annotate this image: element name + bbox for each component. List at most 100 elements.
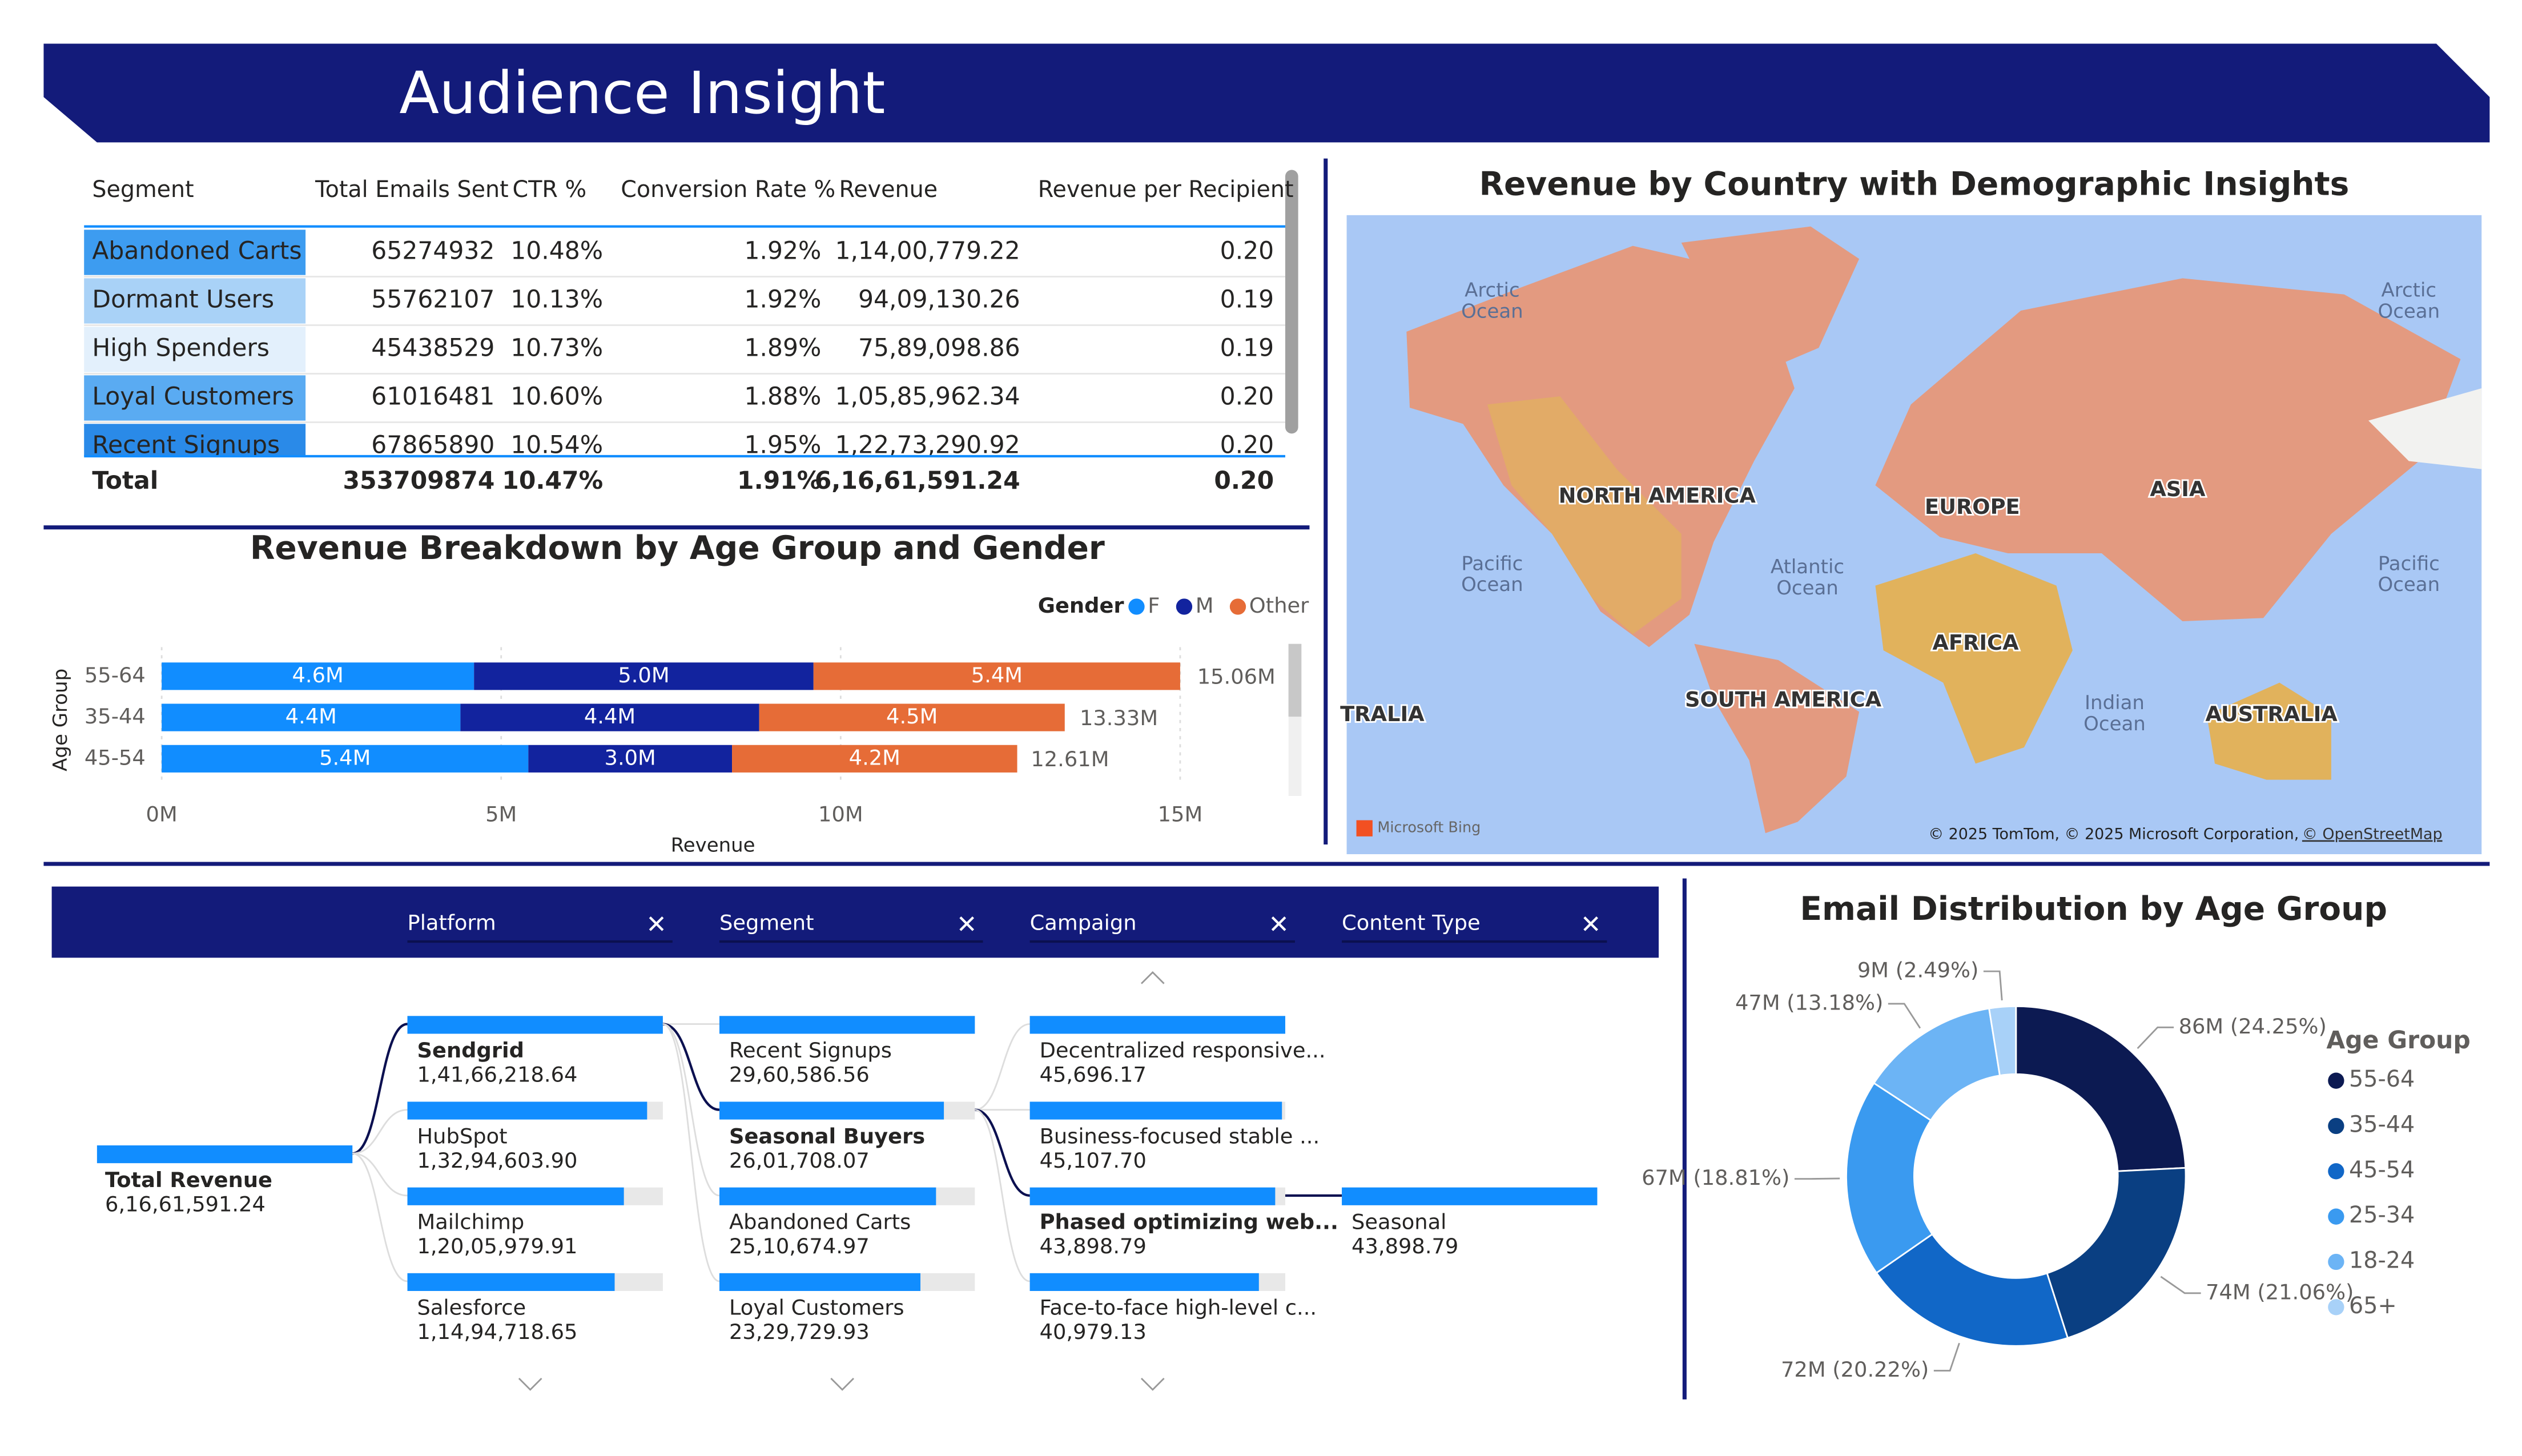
table-cell: Loyal Customers bbox=[92, 383, 294, 411]
map-attribution-link[interactable]: © OpenStreetMap bbox=[2302, 825, 2443, 843]
scrollbar[interactable] bbox=[1288, 643, 1302, 717]
node-value: 40,979.13 bbox=[1040, 1320, 1147, 1344]
connector bbox=[975, 1109, 1030, 1282]
y-tick-label: 35-44 bbox=[85, 704, 146, 729]
total-label: 13.33M bbox=[1080, 706, 1158, 730]
ocean-label: Ocean bbox=[1461, 300, 1523, 323]
y-axis-label: Age Group bbox=[49, 669, 72, 771]
bar-segment bbox=[813, 662, 1180, 690]
table-cell: 10.48% bbox=[510, 237, 603, 265]
tree-bar[interactable] bbox=[407, 1016, 663, 1034]
chevron-down[interactable] bbox=[518, 1377, 1165, 1391]
decomposition-tree: Platform Segment Campaign Content Type Total… bbox=[51, 886, 1659, 1391]
land bbox=[1681, 226, 1860, 376]
node-label: Salesforce bbox=[417, 1296, 526, 1320]
ocean-label: Ocean bbox=[1776, 577, 1839, 600]
data-label: 4.4M bbox=[584, 704, 635, 729]
tree-bar[interactable] bbox=[719, 1273, 921, 1291]
land bbox=[2368, 388, 2482, 469]
chevron-up[interactable] bbox=[1140, 971, 1165, 984]
x-tick-label: 5M bbox=[485, 802, 517, 826]
tree-header bbox=[51, 886, 1659, 958]
data-label: 67M (18.81%) bbox=[1642, 1165, 1789, 1190]
total-cell: 1.91% bbox=[737, 467, 821, 495]
segment-cell bbox=[84, 327, 306, 372]
node-label: Seasonal bbox=[1351, 1209, 1446, 1234]
data-label: 4.4M bbox=[285, 704, 337, 729]
node-label: Seasonal Buyers bbox=[729, 1124, 925, 1148]
clear-button[interactable] bbox=[1583, 916, 1598, 931]
node-label: HubSpot bbox=[417, 1124, 508, 1148]
data-label: 3.0M bbox=[605, 745, 656, 770]
table-body: Abandoned Carts 65274932 10.48% 1.92% 1,14,0… bbox=[84, 230, 1285, 459]
node-value: 45,107.70 bbox=[1040, 1148, 1147, 1173]
bar-segment bbox=[162, 662, 474, 690]
table-cell: 10.54% bbox=[510, 431, 603, 459]
table-cell: 1,22,73,290.92 bbox=[835, 431, 1020, 459]
page-title: Audience Insight bbox=[399, 59, 885, 127]
table-cell: 1.88% bbox=[744, 383, 821, 411]
legend-label: 35-44 bbox=[2349, 1111, 2415, 1137]
table-cell: Recent Signups bbox=[92, 431, 280, 459]
total-label: 12.61M bbox=[1031, 747, 1109, 771]
connector bbox=[352, 1152, 408, 1197]
region-label: SOUTH AMERICA bbox=[1685, 687, 1882, 711]
node-value: 6,16,61,591.24 bbox=[105, 1192, 266, 1216]
tree-bar[interactable] bbox=[407, 1101, 647, 1120]
total-cell: Total bbox=[92, 467, 158, 495]
legend-title: Gender bbox=[1038, 593, 1125, 618]
tree-bar[interactable] bbox=[1342, 1187, 1598, 1205]
clear-button[interactable] bbox=[1271, 916, 1286, 931]
node-label: Sendgrid bbox=[417, 1038, 524, 1063]
leader-line bbox=[1888, 1003, 1921, 1029]
clear-button[interactable] bbox=[649, 916, 664, 931]
table-cell: 10.13% bbox=[510, 285, 603, 313]
y-tick-label: 45-54 bbox=[85, 745, 146, 770]
ocean-label: Atlantic bbox=[1771, 556, 1844, 578]
tree-bar[interactable] bbox=[1029, 1101, 1282, 1120]
chart-title: Revenue Breakdown by Age Group and Gende… bbox=[250, 529, 1105, 567]
node-value: 29,60,586.56 bbox=[729, 1063, 870, 1087]
tree-bar[interactable] bbox=[407, 1187, 624, 1205]
node-label: Decentralized responsive... bbox=[1040, 1038, 1326, 1063]
tree-bar[interactable] bbox=[1029, 1273, 1259, 1291]
donut-slice bbox=[2046, 1167, 2187, 1339]
table-cell: 0.20 bbox=[1220, 383, 1274, 411]
tree-bar[interactable] bbox=[1029, 1187, 1276, 1205]
data-label: 74M (21.06%) bbox=[2206, 1280, 2354, 1304]
donut-slice bbox=[1845, 1081, 1934, 1274]
connector bbox=[352, 1023, 408, 1155]
total-cell: 10.47% bbox=[502, 467, 603, 495]
legend-marker bbox=[2328, 1072, 2344, 1089]
x-axis-label: Revenue bbox=[671, 834, 755, 856]
connector bbox=[662, 1023, 720, 1111]
tree-bar[interactable] bbox=[407, 1273, 615, 1291]
scrollbar[interactable] bbox=[1285, 170, 1298, 434]
segment-cell bbox=[84, 424, 306, 456]
table-cell: 10.60% bbox=[510, 383, 603, 411]
connector bbox=[975, 1108, 1030, 1197]
column-header: Segment bbox=[92, 176, 194, 203]
donut-slice bbox=[2015, 1005, 2187, 1172]
data-label: 4.2M bbox=[849, 745, 900, 770]
ocean-label: Ocean bbox=[2378, 573, 2440, 596]
region-label: NORTH AMERICA bbox=[1559, 483, 1756, 508]
tree-bar[interactable] bbox=[1029, 1016, 1285, 1034]
leader-line bbox=[1983, 970, 2003, 1001]
column-header: CTR % bbox=[513, 176, 587, 203]
tree-bar[interactable] bbox=[719, 1101, 944, 1120]
data-label: 5.4M bbox=[971, 663, 1023, 687]
legend-marker bbox=[1176, 598, 1193, 615]
land bbox=[1694, 643, 1860, 834]
tree-bar[interactable] bbox=[719, 1187, 936, 1205]
ocean-label: Pacific bbox=[2378, 552, 2440, 575]
tree-bar[interactable] bbox=[719, 1016, 975, 1034]
legend-label: 45-54 bbox=[2349, 1157, 2415, 1183]
bar-segment bbox=[460, 703, 759, 731]
clear-button[interactable] bbox=[959, 916, 975, 931]
bar-segment bbox=[528, 745, 733, 773]
data-label: 5.0M bbox=[618, 663, 669, 687]
segment-cell bbox=[84, 278, 306, 324]
legend-marker bbox=[2328, 1117, 2344, 1135]
